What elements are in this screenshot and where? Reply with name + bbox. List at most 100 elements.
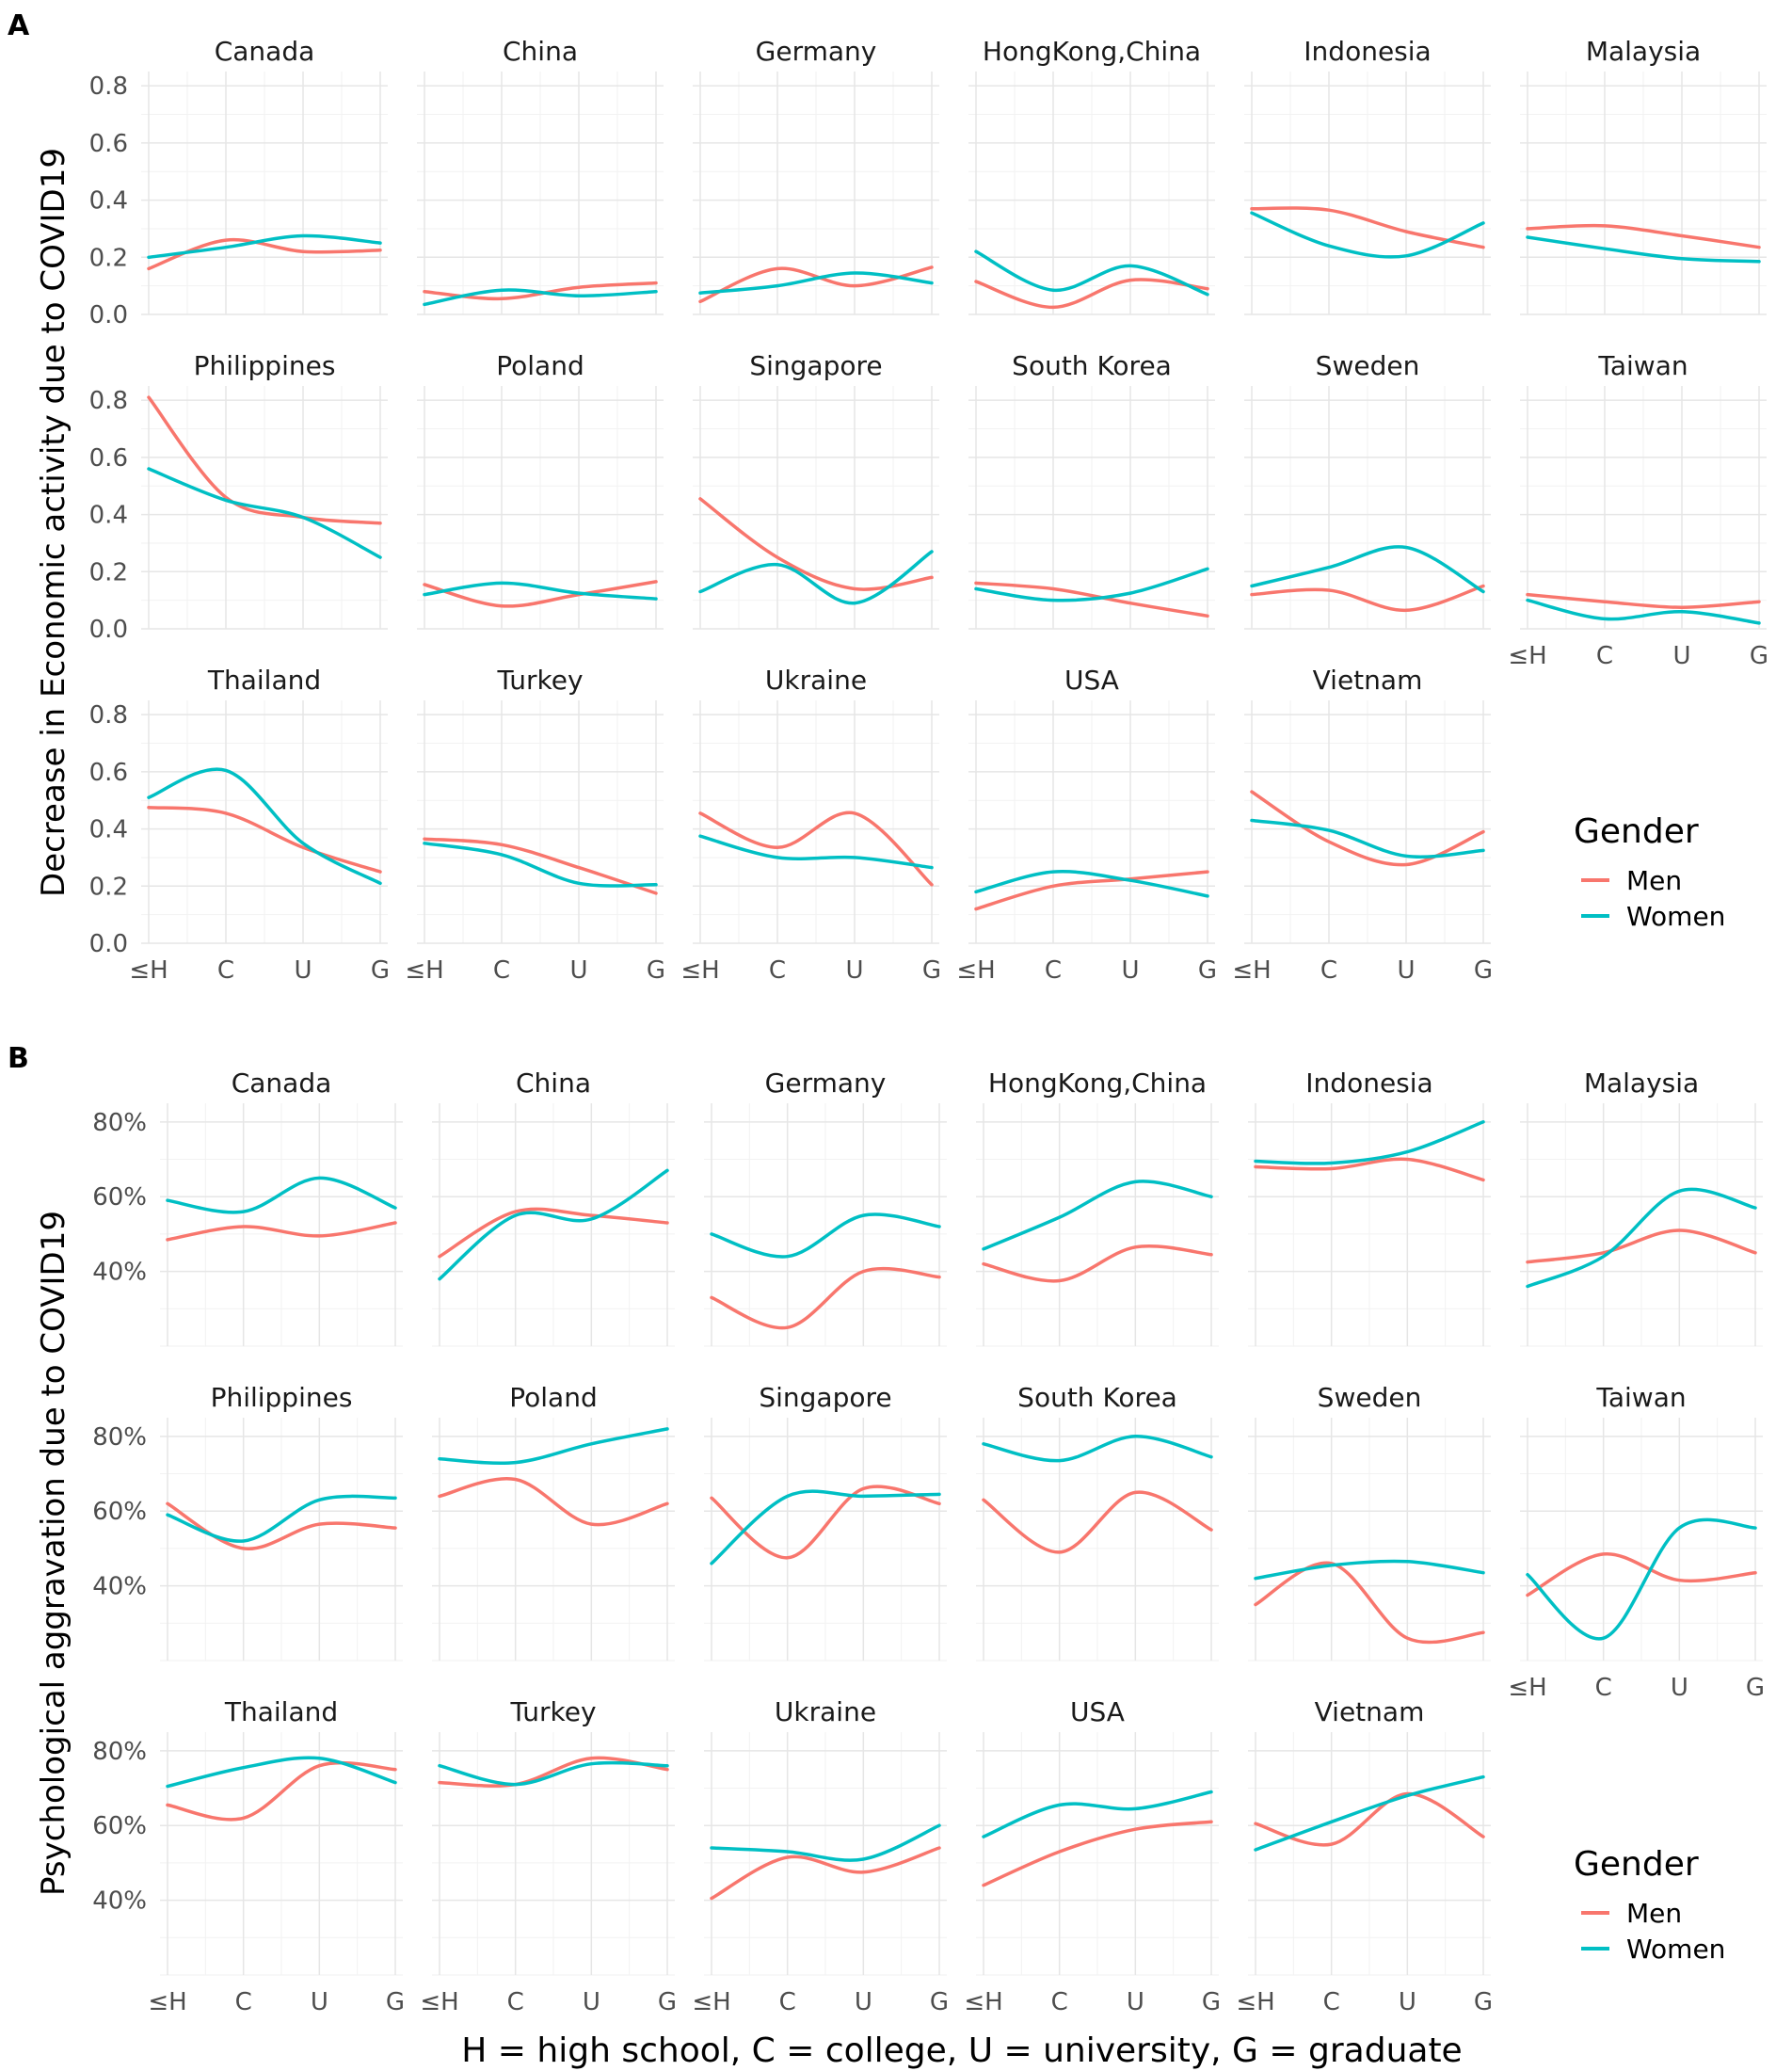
chart-a-facet-turkey: Turkey ≤H C U G (405, 665, 665, 985)
facet-title: South Korea (1017, 1382, 1177, 1413)
y-tick-label: 0.4 (89, 816, 128, 844)
legend-b-men-label: Men (1626, 1898, 1682, 1929)
chart-a-facet-thailand: Thailand 0.0 0.2 0.4 0.6 0.8 ≤H C U G (89, 665, 390, 985)
chart-a-facet-hongkong-china: HongKong,China (968, 36, 1215, 315)
facet-title: Sweden (1318, 1382, 1422, 1413)
x-tick-label: U (1671, 1674, 1688, 1702)
x-tick-label: ≤H (129, 956, 168, 985)
chart-b-facet-taiwan: Taiwan ≤H C U G (1508, 1382, 1765, 1702)
facet-title: USA (1070, 1696, 1125, 1727)
series-line-women (710, 1489, 941, 1565)
y-tick-label: 0.2 (89, 558, 128, 586)
series-line-men (423, 580, 658, 608)
y-tick-label: 80% (92, 1423, 147, 1452)
series-line-men (1526, 592, 1761, 609)
series-line-men (1254, 1157, 1485, 1182)
chart-b-facet-poland: Poland (432, 1382, 675, 1662)
legend-a-title: Gender (1574, 812, 1699, 851)
series-line-women (1250, 211, 1485, 259)
series-line-women (982, 1435, 1213, 1463)
y-tick-label: 40% (92, 1887, 147, 1916)
x-tick-label: U (845, 956, 863, 985)
y-tick-label: 0.6 (89, 759, 128, 787)
series-line-women (1526, 598, 1761, 625)
chart-b-facet-thailand: Thailand 40% 60% 80% ≤H C U G (92, 1696, 405, 2016)
series-line-women (147, 233, 382, 260)
legend-a: Gender Men Women (1574, 812, 1725, 932)
series-line-women (147, 467, 382, 559)
chart-a-facet-poland: Poland (417, 350, 664, 630)
facet-title: Singapore (759, 1382, 891, 1413)
series-line-women (710, 1212, 941, 1259)
series-line-men (974, 581, 1209, 618)
series-line-women (166, 1756, 397, 1789)
facet-title: USA (1064, 665, 1119, 696)
x-tick-label: ≤H (680, 956, 719, 985)
x-tick-label: C (1596, 642, 1613, 670)
series-line-women (438, 1427, 669, 1466)
chart-b-facet-indonesia: Indonesia (1248, 1068, 1491, 1347)
x-tick-label: G (1474, 1988, 1493, 2016)
x-tick-label: U (855, 1988, 872, 2016)
y-tick-label: 60% (92, 1498, 147, 1526)
legend-a-women-label: Women (1626, 901, 1725, 932)
chart-a-facet-canada: Canada 0.0 0.2 0.4 0.6 0.8 (89, 36, 388, 329)
series-line-men (147, 806, 382, 874)
chart-a-facet-malaysia: Malaysia (1520, 36, 1767, 315)
series-line-men (1250, 584, 1485, 613)
series-line-men (166, 1760, 397, 1822)
facet-title: China (503, 36, 578, 67)
x-tick-label: C (779, 1988, 796, 2016)
chart-b-facet-south-korea: South Korea (976, 1382, 1219, 1662)
series-line-women (166, 1176, 397, 1214)
series-line-men (710, 1485, 941, 1560)
y-tick-label: 0.8 (89, 701, 128, 730)
y-tick-label: 0.0 (89, 301, 128, 329)
y-tick-label: 40% (92, 1573, 147, 1601)
legend-b: Gender Men Women (1574, 1845, 1725, 1965)
facet-title: Sweden (1316, 350, 1420, 381)
chart-b-facet-china: China (432, 1068, 675, 1347)
chart-a-facet-germany: Germany (693, 36, 939, 315)
x-tick-label: G (386, 1988, 405, 2016)
chart-a-facet-singapore: Singapore (693, 350, 939, 630)
y-tick-label: 0.8 (89, 387, 128, 415)
x-tick-label: C (1051, 1988, 1068, 2016)
x-tick-label: ≤H (405, 956, 443, 985)
chart-b-facet-turkey: Turkey ≤H C U G (420, 1696, 677, 2016)
facet-title: Ukraine (775, 1696, 876, 1727)
x-tick-label: G (647, 956, 665, 985)
x-tick-label: G (658, 1988, 677, 2016)
series-line-women (1526, 235, 1761, 264)
chart-b-facet-philippines: Philippines 40% 60% 80% (92, 1382, 403, 1662)
chart-b-facet-ukraine: Ukraine ≤H C U G (692, 1696, 949, 2016)
x-tick-label: U (1127, 1988, 1144, 2016)
legend-a-men-label: Men (1626, 865, 1682, 896)
x-axis-caption: H = high school, C = college, U = univer… (461, 2031, 1462, 2070)
y-tick-label: 0.2 (89, 873, 128, 901)
series-line-women (698, 271, 934, 295)
x-tick-label: U (1397, 956, 1415, 985)
series-line-women (974, 567, 1209, 602)
facet-title: Canada (215, 36, 315, 67)
legend-b-title: Gender (1574, 1845, 1699, 1884)
facet-title: Indonesia (1304, 36, 1431, 67)
x-tick-label: ≤H (956, 956, 995, 985)
facet-title: HongKong,China (988, 1068, 1207, 1099)
x-tick-label: G (930, 1988, 949, 2016)
y-tick-label: 80% (92, 1738, 147, 1766)
series-line-men (423, 837, 658, 895)
y-tick-label: 0.6 (89, 444, 128, 473)
series-line-women (423, 288, 658, 307)
y-tick-label: 0.4 (89, 502, 128, 530)
chart-a-facet-china: China (417, 36, 664, 315)
series-line-men (982, 1490, 1213, 1554)
x-tick-label: C (235, 1988, 252, 2016)
facet-title: Taiwan (1595, 1382, 1686, 1413)
series-line-women (1526, 1187, 1757, 1289)
series-line-men (166, 1221, 397, 1242)
facet-title: Malaysia (1586, 36, 1701, 67)
chart-b-facet-malaysia: Malaysia (1520, 1068, 1763, 1347)
